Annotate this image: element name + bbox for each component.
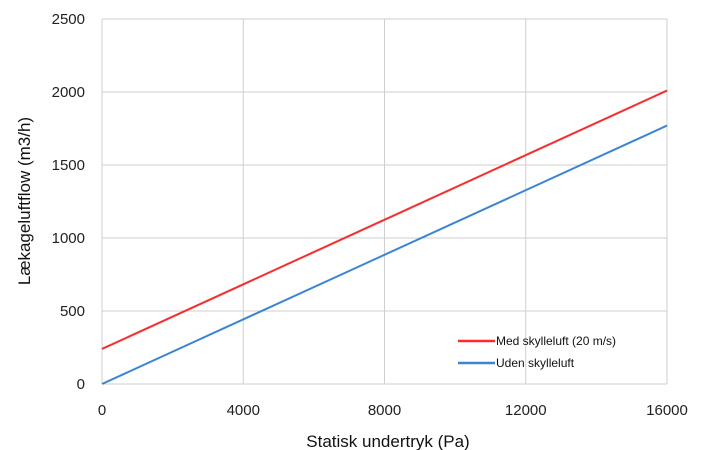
- series-lines: [101, 89, 668, 385]
- x-tick-label: 16000: [646, 402, 688, 419]
- y-tick-label: 0: [77, 376, 85, 393]
- series-line-1: [101, 89, 668, 350]
- legend-label: Uden skylleluft: [496, 356, 575, 370]
- y-tick-label: 2500: [52, 11, 85, 28]
- y-axis-title: Lækageluftflow (m3/h): [15, 117, 34, 285]
- x-tick-label: 4000: [227, 402, 260, 419]
- x-tick-label: 8000: [368, 402, 401, 419]
- x-axis-title: Statisk undertryk (Pa): [306, 432, 469, 450]
- y-tick-label: 1000: [52, 230, 85, 247]
- y-tick-label: 1500: [52, 157, 85, 174]
- y-tick-labels: 0 500 1000 1500 2000 2500: [52, 11, 85, 393]
- legend-label: Med skylleluft (20 m/s): [496, 334, 616, 348]
- y-tick-label: 500: [60, 303, 85, 320]
- x-tick-labels: 0 4000 8000 12000 16000: [98, 402, 688, 419]
- legend: Med skylleluft (20 m/s) Uden skylleluft: [458, 334, 616, 370]
- series-line-2: [101, 124, 668, 385]
- grid: [101, 18, 668, 385]
- x-tick-label: 12000: [505, 402, 547, 419]
- y-tick-label: 2000: [52, 84, 85, 101]
- x-tick-label: 0: [98, 402, 106, 419]
